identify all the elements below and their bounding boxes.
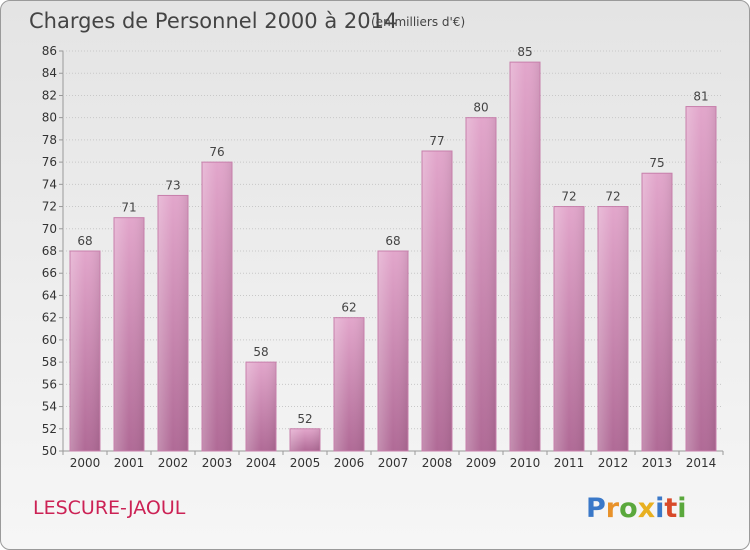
bar-outline bbox=[69, 250, 101, 452]
logo-letter: i bbox=[655, 493, 664, 524]
y-tick-label: 64 bbox=[42, 288, 57, 302]
x-tick-label: 2009 bbox=[466, 456, 497, 470]
y-tick-label: 74 bbox=[42, 177, 57, 191]
y-tick-label: 70 bbox=[42, 222, 57, 236]
x-tick-label: 2014 bbox=[686, 456, 717, 470]
y-tick-label: 50 bbox=[42, 444, 57, 458]
chart-title: Charges de Personnel 2000 à 2014 bbox=[29, 9, 397, 33]
x-tick-label: 2004 bbox=[246, 456, 277, 470]
x-tick-label: 2011 bbox=[554, 456, 585, 470]
y-tick-label: 84 bbox=[42, 66, 57, 80]
bar-outline bbox=[245, 361, 277, 452]
y-tick-label: 82 bbox=[42, 88, 57, 102]
bar-outline bbox=[377, 250, 409, 452]
y-axis: 50 52 54 56 58 60 62 64 66 68 70 72 74 76 78 80 82 84 86 bbox=[42, 44, 63, 458]
y-tick-label: 86 bbox=[42, 44, 57, 58]
bar-outline bbox=[421, 150, 453, 452]
y-tick-label: 80 bbox=[42, 111, 57, 125]
x-axis: 2000 2001 2002 2003 2004 2005 2006 2007 2008 2009… bbox=[62, 451, 724, 470]
bar-outline bbox=[201, 161, 233, 452]
chart-subtitle: (en milliers d'€) bbox=[371, 15, 465, 29]
bar-outline bbox=[597, 206, 629, 452]
logo-letter: r bbox=[606, 493, 620, 524]
y-tick-label: 66 bbox=[42, 266, 57, 280]
logo-letter: i bbox=[677, 493, 686, 524]
bar-value-label: 81 bbox=[693, 90, 708, 104]
bars: 68 71 73 76 58 52 62 68 77 80 85 72 72 75 81 bbox=[69, 45, 717, 452]
y-tick-label: 72 bbox=[42, 200, 57, 214]
logo-letter: t bbox=[664, 493, 677, 524]
bar-outline bbox=[685, 106, 717, 452]
bar-value-label: 77 bbox=[429, 134, 444, 148]
x-tick-label: 2002 bbox=[158, 456, 189, 470]
y-tick-label: 52 bbox=[42, 422, 57, 436]
x-tick-label: 2010 bbox=[510, 456, 541, 470]
y-tick-label: 68 bbox=[42, 244, 57, 258]
bar-outline bbox=[641, 172, 673, 452]
bar-value-label: 80 bbox=[473, 101, 488, 115]
proxiti-logo: Proxiti bbox=[586, 493, 687, 524]
logo-letter: P bbox=[586, 493, 606, 524]
bar-outline bbox=[113, 217, 145, 452]
bar-value-label: 73 bbox=[165, 178, 180, 192]
bar-outline bbox=[333, 317, 365, 452]
x-tick-label: 2001 bbox=[114, 456, 145, 470]
bar-value-label: 72 bbox=[561, 190, 576, 204]
x-tick-label: 2005 bbox=[290, 456, 321, 470]
x-tick-label: 2006 bbox=[334, 456, 365, 470]
x-tick-label: 2000 bbox=[70, 456, 101, 470]
y-tick-label: 58 bbox=[42, 355, 57, 369]
x-tick-label: 2013 bbox=[642, 456, 673, 470]
bar-value-label: 52 bbox=[297, 412, 312, 426]
bar-outline bbox=[289, 428, 321, 452]
bar-outline bbox=[553, 206, 585, 452]
bar-value-label: 68 bbox=[385, 234, 400, 248]
y-tick-label: 54 bbox=[42, 400, 57, 414]
bar-value-label: 58 bbox=[253, 345, 268, 359]
x-tick-label: 2008 bbox=[422, 456, 453, 470]
y-tick-label: 78 bbox=[42, 133, 57, 147]
y-tick-label: 76 bbox=[42, 155, 57, 169]
y-tick-label: 56 bbox=[42, 377, 57, 391]
bar-value-label: 68 bbox=[77, 234, 92, 248]
bar-outline bbox=[157, 194, 189, 452]
bar-outline bbox=[509, 61, 541, 452]
bar-outline bbox=[465, 117, 497, 452]
bar-value-label: 72 bbox=[605, 190, 620, 204]
bar-value-label: 75 bbox=[649, 156, 664, 170]
y-tick-label: 62 bbox=[42, 311, 57, 325]
y-tick-label: 60 bbox=[42, 333, 57, 347]
x-tick-label: 2007 bbox=[378, 456, 409, 470]
commune-name: LESCURE-JAOUL bbox=[33, 497, 186, 519]
x-tick-label: 2012 bbox=[598, 456, 629, 470]
bar-value-label: 71 bbox=[121, 201, 136, 215]
bar-value-label: 62 bbox=[341, 301, 356, 315]
x-tick-label: 2003 bbox=[202, 456, 233, 470]
logo-letter: o bbox=[619, 493, 638, 524]
bar-value-label: 76 bbox=[209, 145, 224, 159]
logo-letter: x bbox=[638, 493, 655, 524]
bar-value-label: 85 bbox=[517, 45, 532, 59]
